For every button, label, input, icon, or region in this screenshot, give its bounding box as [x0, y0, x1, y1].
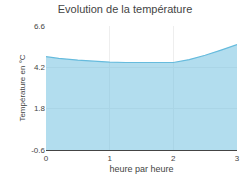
svg-text:4.2: 4.2 — [34, 63, 46, 72]
svg-text:heure par heure: heure par heure — [109, 164, 173, 174]
svg-text:1.8: 1.8 — [34, 104, 46, 113]
svg-text:Température en °C: Température en °C — [18, 54, 27, 121]
svg-text:Evolution de la température: Evolution de la température — [58, 3, 193, 15]
svg-text:6.6: 6.6 — [34, 22, 46, 31]
svg-text:-0.6: -0.6 — [31, 146, 45, 155]
svg-text:3: 3 — [235, 154, 240, 163]
svg-text:1: 1 — [107, 154, 112, 163]
svg-text:2: 2 — [171, 154, 176, 163]
svg-text:0: 0 — [44, 154, 49, 163]
